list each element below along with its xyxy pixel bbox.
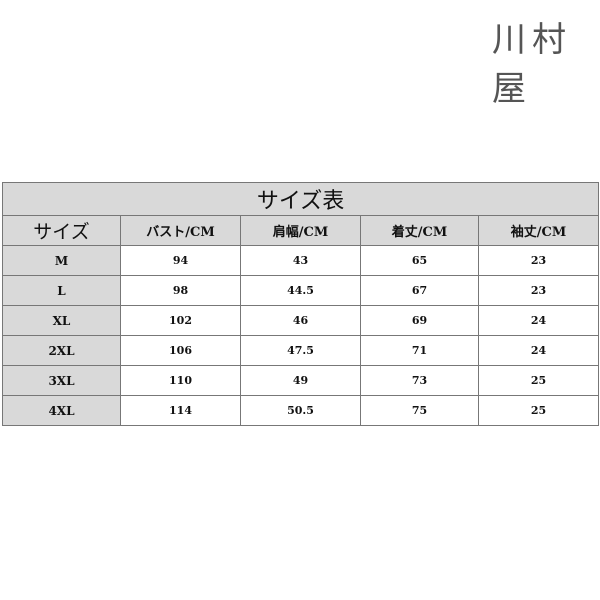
brand-logo: 川村屋	[492, 20, 572, 109]
size-label: 4XL	[2, 395, 121, 426]
table-cell: 69	[360, 305, 479, 336]
table-cell: 25	[477, 395, 600, 426]
table-cell: 114	[120, 395, 241, 426]
table-cell: 49	[240, 365, 361, 396]
table-cell: 23	[477, 275, 600, 306]
column-header: バスト/CM	[120, 215, 241, 246]
table-row: XL 102 46 69 24	[2, 305, 600, 336]
column-header: 着丈/CM	[360, 215, 479, 246]
table-row: M 94 43 65 23	[2, 245, 600, 276]
table-cell: 46	[240, 305, 361, 336]
table-cell: 94	[120, 245, 241, 276]
table-row: 4XL 114 50.5 75 25	[2, 395, 600, 426]
table-row: L 98 44.5 67 23	[2, 275, 600, 306]
table-cell: 50.5	[240, 395, 361, 426]
table-cell: 25	[477, 365, 600, 396]
table-cell: 65	[360, 245, 479, 276]
table-cell: 73	[360, 365, 479, 396]
table-cell: 24	[477, 305, 600, 336]
table-cell: 71	[360, 335, 479, 366]
table-cell: 67	[360, 275, 479, 306]
table-cell: 43	[240, 245, 361, 276]
size-label: XL	[2, 305, 121, 336]
table-cell: 47.5	[240, 335, 361, 366]
table-cell: 44.5	[240, 275, 361, 306]
table-cell: 75	[360, 395, 479, 426]
size-label: 2XL	[2, 335, 121, 366]
column-header: 袖丈/CM	[477, 215, 600, 246]
table-cell: 24	[477, 335, 600, 366]
table-row: 2XL 106 47.5 71 24	[2, 335, 600, 366]
table-cell: 110	[120, 365, 241, 396]
size-label: 3XL	[2, 365, 121, 396]
size-label: M	[2, 245, 121, 276]
column-header: サイズ	[2, 215, 121, 246]
table-row: 3XL 110 49 73 25	[2, 365, 600, 396]
column-header: 肩幅/CM	[240, 215, 361, 246]
table-title: サイズ表	[1, 182, 600, 216]
table-cell: 23	[477, 245, 600, 276]
table-cell: 98	[120, 275, 241, 306]
size-label: L	[2, 275, 121, 306]
table-cell: 102	[120, 305, 241, 336]
table-cell: 106	[120, 335, 241, 366]
size-chart-table: サイズ表 サイズ バスト/CM 肩幅/CM 着丈/CM 袖丈/CM M 94 43 65 23 L…	[1, 182, 600, 426]
